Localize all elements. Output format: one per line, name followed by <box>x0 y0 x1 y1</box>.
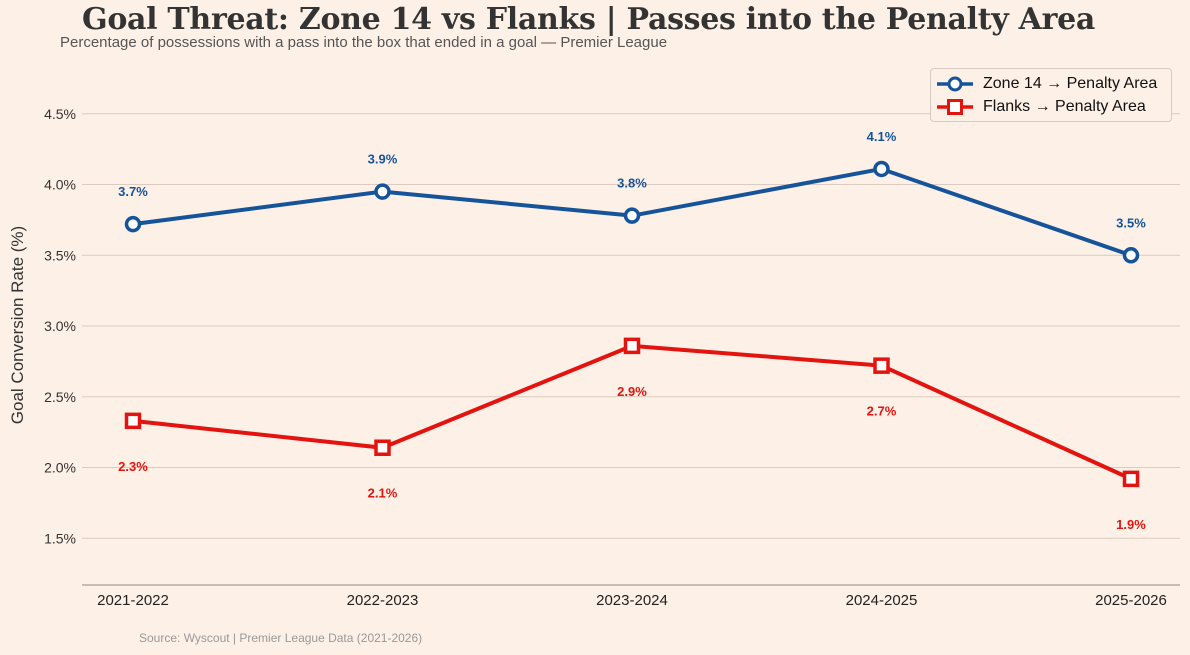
circle-marker-icon <box>937 76 973 92</box>
legend-item-flanks: Flanks → Penalty Area <box>935 96 1146 118</box>
series-flanks: 2.3% 2.1% 2.9% 2.7% 1.9% <box>118 337 1146 532</box>
x-tick-label: 2024-2025 <box>846 592 918 609</box>
data-label: 2.9% <box>617 384 647 399</box>
source-note: Source: Wyscout | Premier League Data (2… <box>139 631 423 645</box>
square-marker-icon <box>937 99 973 115</box>
gridlines <box>82 113 1180 539</box>
y-tick-label: 3.0% <box>44 318 76 334</box>
series-group: 3.7% 3.9% 3.8% 4.1% 3.5% 2.3% 2.1% 2.9% 2.7% 1.9% <box>118 129 1146 532</box>
y-tick-label: 1.5% <box>44 530 76 546</box>
y-tick-label: 2.5% <box>44 389 76 405</box>
legend-label-zone14: Zone 14 → Penalty Area <box>983 75 1158 92</box>
data-point-marker <box>374 439 391 456</box>
data-label: 4.1% <box>867 129 897 144</box>
data-label: 2.7% <box>867 404 897 419</box>
y-tick-label: 3.5% <box>44 247 76 263</box>
data-point-marker <box>873 357 890 374</box>
data-point-marker <box>124 412 142 430</box>
y-tick-label: 2.0% <box>44 460 76 476</box>
data-label: 3.8% <box>617 176 647 191</box>
data-label: 3.7% <box>118 184 148 199</box>
y-axis-label: Goal Conversion Rate (%) <box>8 226 27 424</box>
data-label: 2.3% <box>118 459 148 474</box>
data-point-marker <box>374 183 391 200</box>
legend: Zone 14 → Penalty Area Flanks → Penalty … <box>930 68 1172 122</box>
data-point-marker <box>1122 247 1140 264</box>
legend-label-flanks: Flanks → Penalty Area <box>983 98 1146 115</box>
series-line <box>132 343 1132 481</box>
x-tick-label: 2022-2023 <box>347 592 419 609</box>
data-point-marker <box>124 215 142 233</box>
data-point-marker <box>1122 470 1140 488</box>
x-tick-label: 2025-2026 <box>1095 592 1167 609</box>
data-point-marker <box>623 207 641 224</box>
data-label: 1.9% <box>1116 517 1146 532</box>
y-axis-ticks: 1.5% 2.0% 2.5% 3.0% 3.5% 4.0% 4.5% <box>44 106 76 547</box>
chart-title: Goal Threat: Zone 14 vs Flanks | Passes … <box>82 2 1096 37</box>
chart-subtitle: Percentage of possessions with a pass in… <box>60 34 668 51</box>
data-point-marker <box>623 337 641 355</box>
y-tick-label: 4.5% <box>44 106 76 122</box>
data-label: 3.5% <box>1116 215 1146 230</box>
x-tick-label: 2023-2024 <box>596 592 668 609</box>
data-point-marker <box>873 160 890 178</box>
y-tick-label: 4.0% <box>44 177 76 193</box>
x-tick-label: 2021-2022 <box>97 592 169 609</box>
data-label: 3.9% <box>368 152 398 167</box>
series-zone14: 3.7% 3.9% 3.8% 4.1% 3.5% <box>118 129 1146 264</box>
x-axis-ticks: 2021-2022 2022-2023 2023-2024 2024-2025 2025… <box>97 592 1167 609</box>
legend-item-zone14: Zone 14 → Penalty Area <box>935 73 1157 95</box>
data-label: 2.1% <box>368 486 398 501</box>
